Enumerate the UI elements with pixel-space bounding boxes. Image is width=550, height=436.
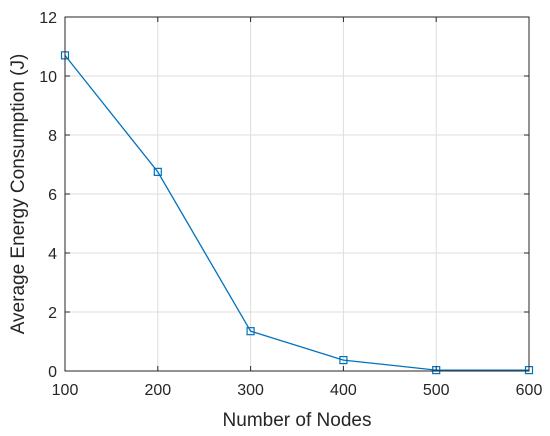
series-line-0 [64, 54, 529, 371]
x-tick-label-5: 600 [516, 382, 543, 399]
y-tick-label-2: 4 [48, 246, 57, 263]
y-tick-label-6: 12 [39, 10, 57, 27]
data-point-0-2 [246, 327, 255, 336]
tick-layer: 100 200 300 400 500 600 0 2 4 6 8 10 12 [39, 10, 542, 399]
series-layer [60, 51, 534, 375]
x-tick-label-2: 300 [237, 382, 264, 399]
x-tick-label-3: 400 [330, 382, 357, 399]
x-tick-label-0: 100 [52, 382, 79, 399]
data-point-0-1 [153, 167, 162, 176]
y-tick-label-0: 0 [48, 364, 57, 381]
data-point-0-3 [339, 355, 348, 365]
x-tick-label-4: 500 [423, 382, 450, 399]
y-tick-label-5: 10 [39, 69, 57, 86]
y-tick-label-1: 2 [48, 305, 57, 322]
y-axis-label: Average Energy Consumption (J) [8, 54, 29, 335]
y-tick-label-4: 8 [48, 128, 57, 145]
x-tick-label-1: 200 [144, 382, 171, 399]
y-tick-label-3: 6 [48, 187, 57, 204]
x-axis-label: Number of Nodes [223, 410, 372, 431]
grid [65, 17, 529, 371]
